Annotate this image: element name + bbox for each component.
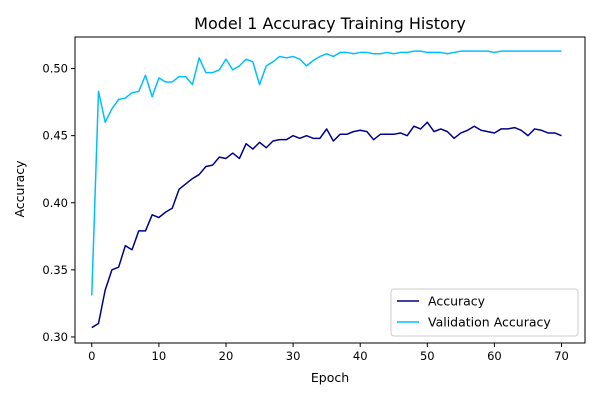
y-tick-label: 0.35 [42, 263, 68, 277]
axes-frame [74, 36, 586, 344]
y-tick-label: 0.50 [42, 62, 68, 76]
x-tick-label: 30 [286, 349, 301, 363]
x-tick-label: 40 [353, 349, 368, 363]
series-line-validation-accuracy [91, 50, 562, 296]
legend-box [390, 288, 579, 337]
x-tick-label: 0 [88, 349, 95, 363]
series-line-accuracy [91, 121, 562, 329]
x-tick-label: 10 [152, 349, 167, 363]
x-tick-label: 60 [487, 349, 502, 363]
y-tick-label: 0.45 [42, 129, 68, 143]
plot-area: 0 10 20 30 40 50 60 70 0.30 0.35 0.40 0.45 0.50 [42, 36, 586, 363]
x-axis-label: Epoch [311, 370, 349, 385]
legend: Accuracy Validation Accuracy [390, 288, 579, 337]
y-tick-label: 0.40 [42, 196, 68, 210]
x-tick-label: 70 [554, 349, 569, 363]
x-tick-label: 20 [219, 349, 234, 363]
chart-title: Model 1 Accuracy Training History [194, 14, 466, 33]
legend-label-validation-accuracy: Validation Accuracy [428, 315, 551, 330]
y-tick-label: 0.30 [42, 330, 68, 344]
y-axis-label: Accuracy [12, 160, 27, 218]
legend-label-accuracy: Accuracy [428, 294, 486, 309]
x-tick-label: 50 [420, 349, 435, 363]
